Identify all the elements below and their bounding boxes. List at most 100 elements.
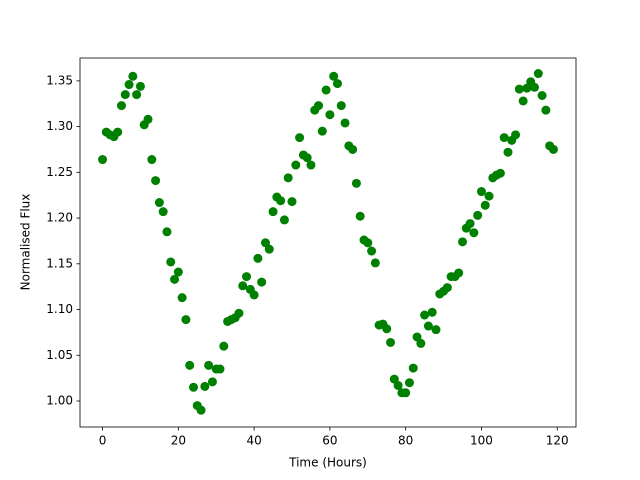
point bbox=[185, 360, 195, 370]
point bbox=[367, 246, 377, 256]
point bbox=[427, 307, 437, 317]
point bbox=[204, 360, 214, 370]
point bbox=[120, 90, 130, 100]
point bbox=[351, 178, 361, 188]
point bbox=[242, 272, 252, 282]
x-tick-label: 0 bbox=[99, 434, 107, 448]
x-axis-label: Time (Hours) bbox=[288, 456, 367, 470]
point bbox=[276, 196, 286, 206]
point bbox=[348, 144, 358, 154]
x-tick-label: 20 bbox=[171, 434, 186, 448]
point bbox=[306, 160, 316, 170]
x-tick-label: 120 bbox=[546, 434, 569, 448]
x-tick-label: 100 bbox=[470, 434, 493, 448]
point bbox=[363, 238, 373, 248]
point bbox=[143, 114, 153, 124]
point bbox=[124, 80, 134, 90]
y-tick-label: 1.10 bbox=[46, 302, 73, 316]
point bbox=[238, 281, 248, 291]
point bbox=[200, 381, 210, 391]
point bbox=[314, 101, 324, 111]
y-tick-label: 1.20 bbox=[46, 211, 73, 225]
point bbox=[442, 283, 452, 293]
point bbox=[207, 377, 217, 387]
point bbox=[302, 153, 312, 163]
y-tick-label: 1.05 bbox=[46, 348, 73, 362]
point bbox=[113, 127, 123, 137]
point bbox=[177, 293, 187, 303]
point bbox=[401, 388, 411, 398]
point bbox=[355, 211, 365, 221]
y-tick-label: 1.35 bbox=[46, 73, 73, 87]
point bbox=[514, 84, 524, 94]
y-tick-label: 1.30 bbox=[46, 119, 73, 133]
point bbox=[336, 101, 346, 111]
point bbox=[537, 91, 547, 101]
point bbox=[469, 228, 479, 238]
point bbox=[283, 173, 293, 183]
point bbox=[499, 133, 509, 143]
point bbox=[548, 144, 558, 154]
x-tick-label: 60 bbox=[322, 434, 337, 448]
point bbox=[158, 207, 168, 217]
point bbox=[253, 253, 263, 263]
point bbox=[181, 315, 191, 325]
point bbox=[476, 187, 486, 197]
point bbox=[386, 337, 396, 347]
point bbox=[423, 321, 433, 331]
point bbox=[465, 219, 475, 229]
point bbox=[234, 308, 244, 318]
point bbox=[431, 325, 441, 335]
point bbox=[279, 215, 289, 225]
point bbox=[219, 341, 229, 351]
y-tick-label: 1.15 bbox=[46, 256, 73, 270]
point bbox=[295, 133, 305, 143]
x-tick-label: 80 bbox=[398, 434, 413, 448]
point bbox=[404, 378, 414, 388]
point bbox=[454, 268, 464, 278]
point bbox=[249, 290, 259, 300]
point bbox=[420, 310, 430, 320]
point bbox=[135, 81, 145, 91]
point bbox=[518, 96, 528, 106]
point bbox=[321, 85, 331, 95]
point bbox=[287, 197, 297, 207]
point bbox=[473, 210, 483, 220]
point bbox=[533, 69, 543, 79]
point bbox=[332, 79, 342, 89]
point bbox=[215, 364, 225, 374]
point bbox=[480, 200, 490, 210]
point bbox=[268, 207, 278, 217]
point bbox=[151, 176, 161, 186]
point bbox=[170, 274, 180, 284]
point bbox=[408, 363, 418, 373]
point bbox=[495, 168, 505, 178]
point bbox=[173, 267, 183, 277]
point bbox=[484, 191, 494, 201]
point bbox=[325, 110, 335, 120]
x-tick-label: 40 bbox=[246, 434, 261, 448]
point bbox=[257, 277, 267, 287]
point bbox=[166, 257, 176, 267]
point bbox=[317, 126, 327, 136]
point bbox=[329, 71, 339, 81]
point bbox=[147, 155, 157, 165]
point bbox=[503, 147, 513, 157]
point bbox=[340, 118, 350, 128]
point bbox=[541, 105, 551, 115]
point bbox=[382, 324, 392, 334]
point bbox=[128, 71, 138, 81]
point bbox=[291, 160, 301, 170]
plot-frame bbox=[79, 57, 577, 428]
point bbox=[511, 130, 521, 140]
point bbox=[98, 155, 108, 165]
point bbox=[458, 237, 468, 247]
y-tick-label: 1.00 bbox=[46, 394, 73, 408]
point bbox=[370, 258, 380, 268]
point bbox=[116, 101, 126, 111]
point bbox=[162, 227, 172, 237]
point bbox=[154, 198, 164, 208]
point bbox=[188, 382, 198, 392]
